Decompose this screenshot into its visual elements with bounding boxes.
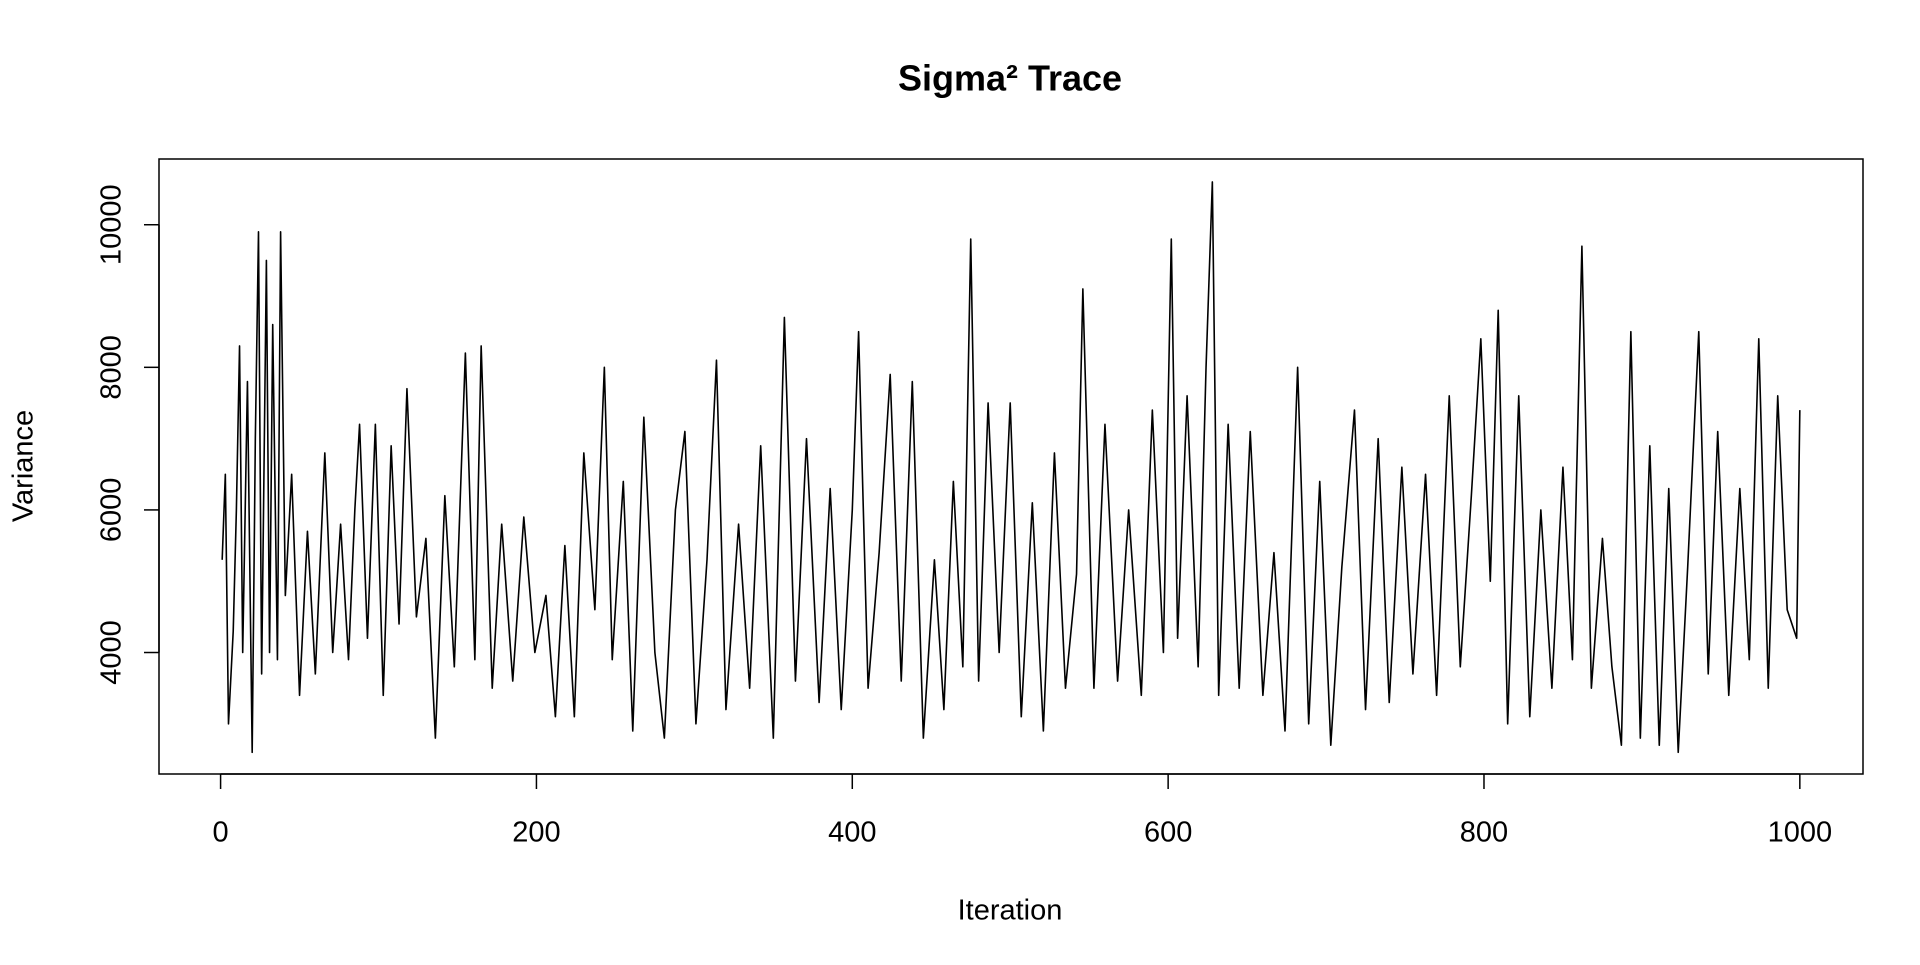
x-tick-label: 200 (512, 817, 560, 849)
x-tick-label: 600 (1144, 817, 1192, 849)
x-tick-label: 0 (213, 817, 229, 849)
chart-title: Sigma² Trace (898, 58, 1122, 99)
y-tick-label: 4000 (96, 620, 128, 685)
y-tick-label: 10000 (96, 184, 128, 265)
y-axis-label: Variance (8, 410, 40, 522)
trace-line (221, 181, 1801, 754)
y-tick-label: 8000 (96, 335, 128, 400)
x-axis-label: Iteration (958, 895, 1063, 927)
x-tick-label: 800 (1460, 817, 1508, 849)
x-tick-label: 400 (828, 817, 876, 849)
x-tick-label: 1000 (1768, 817, 1833, 849)
y-tick-label: 6000 (96, 478, 128, 543)
